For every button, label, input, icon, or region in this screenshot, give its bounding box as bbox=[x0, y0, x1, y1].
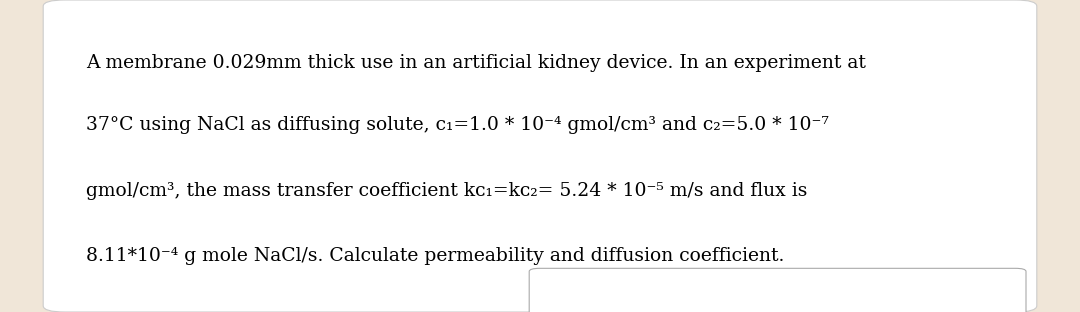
Text: 8.11*10⁻⁴ g mole NaCl/s. Calculate permeability and diffusion coefficient.: 8.11*10⁻⁴ g mole NaCl/s. Calculate perme… bbox=[86, 247, 785, 265]
FancyBboxPatch shape bbox=[43, 0, 1037, 312]
Text: gmol/cm³, the mass transfer coefficient kᴄ₁=kᴄ₂= 5.24 * 10⁻⁵ m/s and flux is: gmol/cm³, the mass transfer coefficient … bbox=[86, 182, 808, 200]
FancyBboxPatch shape bbox=[529, 268, 1026, 312]
Text: A membrane 0.029mm thick use in an artificial kidney device. In an experiment at: A membrane 0.029mm thick use in an artif… bbox=[86, 54, 866, 72]
Text: 37°C using NaCl as diffusing solute, c₁=1.0 * 10⁻⁴ gmol/cm³ and c₂=5.0 * 10⁻⁷: 37°C using NaCl as diffusing solute, c₁=… bbox=[86, 116, 829, 134]
